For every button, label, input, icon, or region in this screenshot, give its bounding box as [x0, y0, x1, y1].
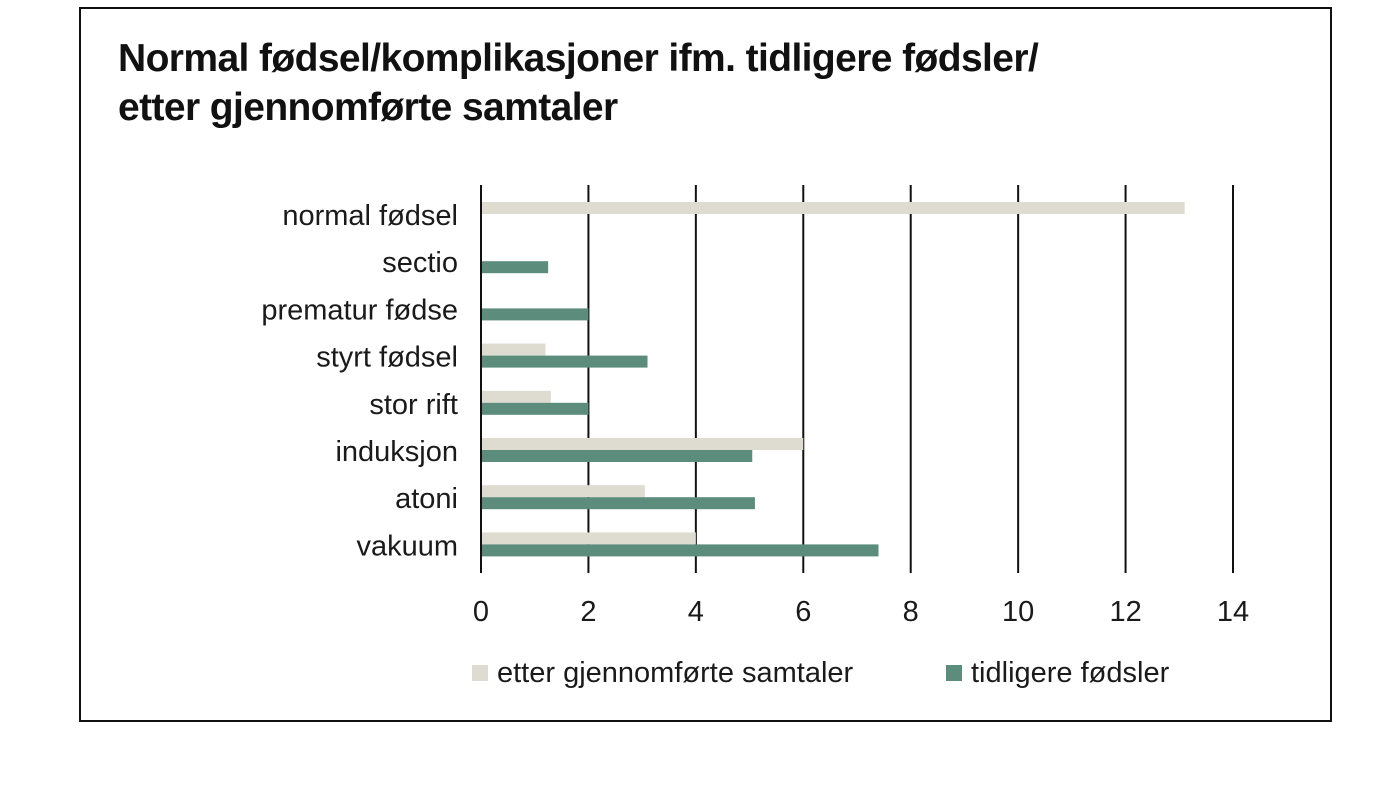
legend-swatch — [946, 665, 962, 681]
x-tick-label: 8 — [903, 596, 919, 628]
legend-label: etter gjennomførte samtaler — [497, 657, 854, 689]
x-tick-label: 6 — [795, 596, 811, 628]
category-label: normal fødsel — [282, 200, 458, 232]
legend-swatch — [472, 665, 488, 681]
bar — [481, 402, 589, 415]
x-tick-label: 10 — [1002, 596, 1034, 628]
x-tick-label: 14 — [1217, 596, 1249, 628]
bar — [481, 390, 551, 403]
bar — [481, 343, 546, 356]
bar — [481, 355, 648, 368]
chart-title: Normal fødsel/komplikasjoner ifm. tidlig… — [118, 34, 1238, 132]
bar — [481, 544, 879, 557]
chart-title-line-2: etter gjennomførte samtaler — [118, 86, 618, 129]
bar — [481, 202, 1185, 214]
chart-frame — [79, 7, 1332, 722]
category-label: vakuum — [356, 530, 458, 562]
category-label: induksjon — [335, 436, 458, 468]
legend-label: tidligere fødsler — [971, 657, 1170, 689]
category-label: stor rift — [369, 389, 458, 421]
chart-title-line-1: Normal fødsel/komplikasjoner ifm. tidlig… — [118, 37, 1039, 80]
bar — [481, 485, 645, 498]
bar — [481, 261, 549, 274]
category-label: styrt fødsel — [316, 342, 458, 374]
bar — [481, 308, 589, 321]
bar — [481, 532, 696, 545]
x-tick-label: 4 — [688, 596, 704, 628]
x-tick-label: 2 — [580, 596, 596, 628]
x-tick-label: 12 — [1109, 596, 1141, 628]
x-tick-label: 0 — [473, 596, 489, 628]
category-label: sectio — [382, 247, 458, 279]
bar — [481, 438, 804, 450]
category-label: prematur fødse — [261, 294, 458, 326]
bar — [481, 497, 755, 510]
bar — [481, 450, 753, 462]
category-label: atoni — [395, 483, 458, 515]
